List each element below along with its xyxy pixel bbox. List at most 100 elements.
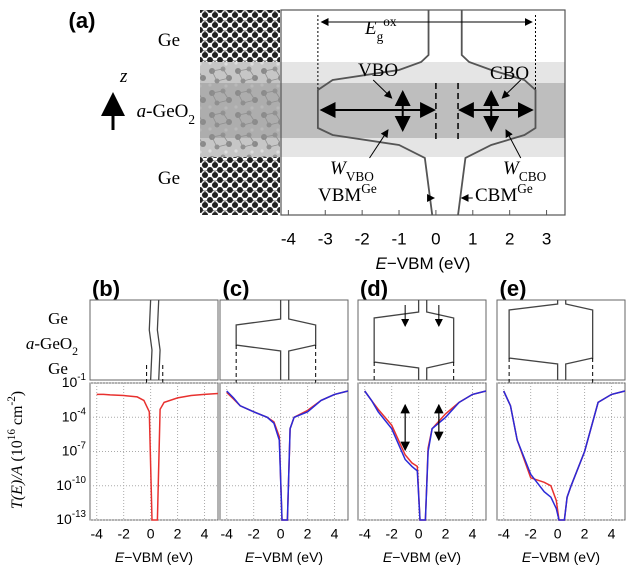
band-edge: [457, 10, 537, 216]
band-edge: [156, 299, 161, 381]
transmission-line: [226, 390, 349, 521]
x-axis-label-part: E: [115, 549, 125, 565]
x-tick-label: -4: [281, 229, 296, 248]
band-edge: [235, 300, 282, 380]
x-axis-label-part: E: [376, 254, 388, 273]
x-axis-label-part: −VBM (eV): [531, 549, 600, 565]
y-tick-base: 10: [62, 442, 78, 458]
y-axis-label-part: T(E)/A: [9, 465, 26, 509]
arrow: [369, 129, 389, 159]
x-axis-label: E−VBM (eV): [376, 254, 471, 273]
annotation-part: ox: [383, 14, 397, 29]
z-label-part: z: [119, 66, 128, 87]
x-tick-label: 2: [304, 526, 312, 542]
x-tick-label: 4: [201, 526, 209, 542]
x-axis-label-part: E: [245, 549, 255, 565]
transmission-line: [503, 390, 626, 521]
x-tick-label: -1: [391, 229, 406, 248]
annotation: CBO: [490, 63, 529, 84]
layer-label: Ge: [48, 359, 68, 378]
annotation-part: Ge: [361, 181, 377, 196]
x-tick-label: -4: [221, 526, 234, 542]
band-edge: [508, 300, 559, 380]
x-tick-label: -2: [355, 229, 370, 248]
x-axis-label: E−VBM (eV): [522, 549, 600, 565]
layer-label-part: Ge: [48, 309, 68, 328]
y-tick-exp: -4: [77, 406, 86, 417]
layer-label-part: -GeO: [34, 334, 72, 353]
annotation-part: CBM: [475, 185, 517, 206]
y-tick-base: 10: [62, 374, 78, 390]
panel-label: (c): [223, 276, 250, 301]
x-axis-label-part: −VBM (eV): [124, 549, 193, 565]
band-edge: [373, 300, 420, 380]
layer-label-part: Ge: [158, 168, 180, 189]
y-tick-base: 10: [56, 511, 72, 527]
layer-label-part: a: [26, 334, 35, 353]
y-tick-exp: -1: [77, 372, 86, 383]
arrow: [505, 129, 522, 159]
x-tick-label: -3: [318, 229, 333, 248]
x-tick-label: 0: [277, 526, 285, 542]
x-tick-label: -2: [247, 526, 260, 542]
annotation-part: E: [364, 18, 377, 39]
x-tick-label: 2: [505, 229, 514, 248]
annotation: WCBO: [503, 158, 547, 183]
layer-label-part: 2: [72, 344, 78, 358]
x-tick-label: -2: [385, 526, 398, 542]
panel-label: (a): [69, 8, 96, 33]
layer-label-part: -GeO: [146, 101, 188, 122]
panel-label-part: (a): [69, 8, 96, 33]
band-edge: [316, 10, 434, 216]
plot-frame: [280, 9, 566, 216]
x-axis-label-part: −VBM (eV): [392, 549, 461, 565]
x-axis-label: E−VBM (eV): [245, 549, 323, 565]
x-axis-label-part: E: [383, 549, 393, 565]
layer-label: Ge: [158, 30, 180, 51]
x-axis-label-part: −VBM (eV): [387, 254, 471, 273]
band-edge: [426, 300, 455, 380]
x-tick-label: 4: [331, 526, 339, 542]
layer-label: Ge: [48, 309, 68, 328]
layer-label: a-GeO2: [137, 101, 195, 126]
y-tick-label: 10-13: [56, 509, 86, 527]
y-axis-label: T(E)/A (1016 cm-2): [6, 391, 26, 509]
x-tick-label: 2: [581, 526, 589, 542]
panel-label-part: (c): [223, 276, 250, 301]
arrow: [372, 79, 393, 99]
strip-frame: [89, 299, 219, 381]
z-label: z: [119, 66, 128, 87]
x-tick-label: -2: [117, 526, 130, 542]
x-tick-label: 3: [542, 229, 551, 248]
panel-label-part: (d): [360, 276, 388, 301]
panel-label: (d): [360, 276, 388, 301]
band-edge: [148, 299, 153, 381]
layer-label: a-GeO2: [26, 334, 78, 358]
x-tick-label: -4: [91, 526, 104, 542]
y-tick-exp: -10: [72, 475, 87, 486]
annotation: Egox: [364, 14, 397, 44]
x-axis-label-part: −VBM (eV): [254, 549, 323, 565]
panel-label-part: (e): [500, 276, 527, 301]
annotation-part: VBO: [346, 169, 374, 184]
annotation-part: W: [503, 158, 521, 179]
x-tick-label: 4: [608, 526, 616, 542]
y-axis-label-part: -2: [6, 396, 18, 405]
strip-frame: [496, 299, 626, 381]
y-axis-label-part: 16: [6, 429, 18, 441]
layer-label-part: Ge: [158, 30, 180, 51]
strip-frame: [357, 299, 487, 381]
layer-label-part: a: [137, 101, 147, 122]
arrow: [501, 79, 522, 99]
annotation-part: CBO: [490, 63, 529, 84]
band-edge: [288, 300, 317, 380]
annotation-part: W: [330, 158, 348, 179]
y-tick-base: 10: [62, 408, 78, 424]
panel-label-part: (b): [92, 276, 120, 301]
panel-label: (b): [92, 276, 120, 301]
layer-label-part: 2: [188, 112, 195, 127]
y-tick-label: 10-1: [62, 372, 86, 390]
y-tick-exp: -13: [72, 509, 87, 520]
transmission-line: [96, 392, 219, 521]
annotation: VBMGe: [318, 181, 377, 207]
